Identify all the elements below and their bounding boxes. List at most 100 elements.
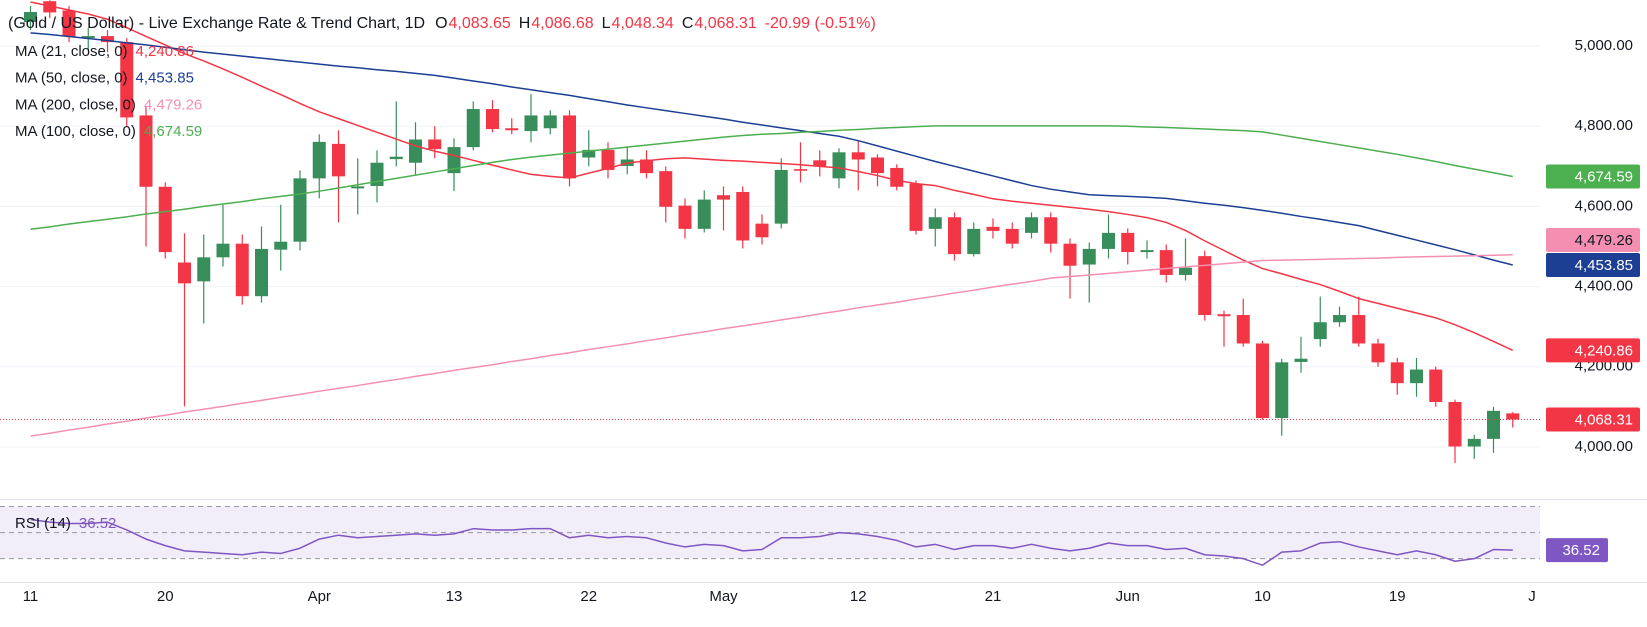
legend-value: 4,674.59 [144,123,202,140]
candle-body [794,169,807,171]
candle-body [1333,315,1346,323]
axes: 5,000.004,800.004,600.004,400.004,200.00… [0,37,1647,605]
price-badge [1546,338,1640,363]
candle-body [736,191,750,241]
overlay: 4,240.86 4,453.85 4,479.26 4,674.59 4,068.31… [8,15,1640,563]
candle-body [409,139,422,163]
candle-body [120,42,134,118]
candle-body [1390,362,1404,384]
ohlc-value: 4,068.31 [694,15,756,32]
candle-body [1102,232,1115,249]
candle-body [678,205,692,229]
candle-body [293,178,307,242]
y-tick-label: 4,600.00 [1575,197,1633,214]
x-tick-label: 12 [850,588,867,605]
candle-body [1467,438,1481,447]
candle-body [1005,228,1019,244]
candle-body [890,167,904,187]
candle-body [1159,250,1173,275]
rsi-line [30,518,1513,566]
candle-body [948,217,961,255]
ohlc-key: H [519,15,531,32]
candle-body [851,152,865,160]
x-tick-label: 10 [1254,588,1271,605]
candle-body [505,128,519,131]
price-badge [1546,164,1640,189]
candle-body [216,243,230,258]
candle-body [332,143,345,177]
legend-name: MA (21, close, 0) [15,43,128,60]
candle-body [178,262,191,284]
candle-body [640,159,653,174]
rsi-badge-label: 36.52 [1562,542,1600,559]
candle-body [1429,369,1443,403]
candle-body [582,149,596,158]
y-tick-label: 4,400.00 [1575,278,1633,295]
price-badge-label: 4,240.86 [1575,342,1633,359]
price-badge-label: 4,479.26 [1575,232,1633,249]
candle-body [101,36,114,43]
rsi-legend-value: 36.52 [79,515,117,532]
y-tick-label: 4,800.00 [1575,117,1633,134]
ohlc-key: L [602,15,611,32]
candle-body [717,195,730,200]
candle-body [139,115,153,187]
candle-body [1256,343,1269,419]
candle-body [1275,362,1289,419]
legend-value: 4,479.26 [144,96,202,113]
candle-body [871,157,884,174]
candle-body [1236,315,1250,344]
x-tick-label: 20 [157,588,174,605]
candle-body [466,109,480,148]
legend-name: MA (100, close, 0) [15,123,136,140]
legend-value: 4,453.85 [136,70,194,87]
candle-body [370,162,384,186]
candle-body [697,199,711,229]
price-pane [0,0,1540,463]
ma-line [30,1,1514,352]
change-label: -20.99 (-0.51%) [765,15,876,32]
candle-body [428,139,442,150]
rsi-badge [1546,538,1608,563]
candle-body [813,160,827,167]
candle-body [832,152,846,179]
candle-body [986,226,1000,231]
ma-line [30,125,1513,231]
candle-body [1294,358,1308,362]
x-tick-label: 13 [446,588,463,605]
x-tick-label: 11 [23,588,39,605]
candle-body [1044,217,1058,244]
ohlc-value: 4,086.68 [531,15,593,32]
candle-body [62,10,76,37]
x-tick-label: Apr [308,588,331,605]
candle-body [1198,256,1212,316]
candle-body [1025,217,1038,233]
candle-body [1063,243,1077,266]
candle-body [1352,315,1366,344]
candle-body [774,169,788,224]
x-tick-label: 19 [1389,588,1406,605]
candle-body [235,243,249,297]
candle-body [274,241,288,250]
candle-body [1506,413,1520,420]
candle-body [601,149,615,170]
candle-body [524,115,538,132]
y-tick-label: 4,000.00 [1575,438,1633,455]
candle-body [563,115,576,179]
ohlc-key: C [682,15,694,32]
candle-body [909,183,923,231]
price-badge-label: 4,674.59 [1575,168,1633,185]
candle-body [1082,248,1096,265]
ma-line [30,32,1513,266]
candle-body [1448,402,1462,447]
candle-body [1140,250,1154,253]
candle-body [447,147,461,174]
x-tick-label: J [1528,588,1536,605]
rsi-pane [0,506,1540,566]
candle-body [43,1,57,13]
ohlc-key: O [435,15,447,32]
x-tick-label: 21 [985,588,1002,605]
legend-name: MA (200, close, 0) [15,96,136,113]
